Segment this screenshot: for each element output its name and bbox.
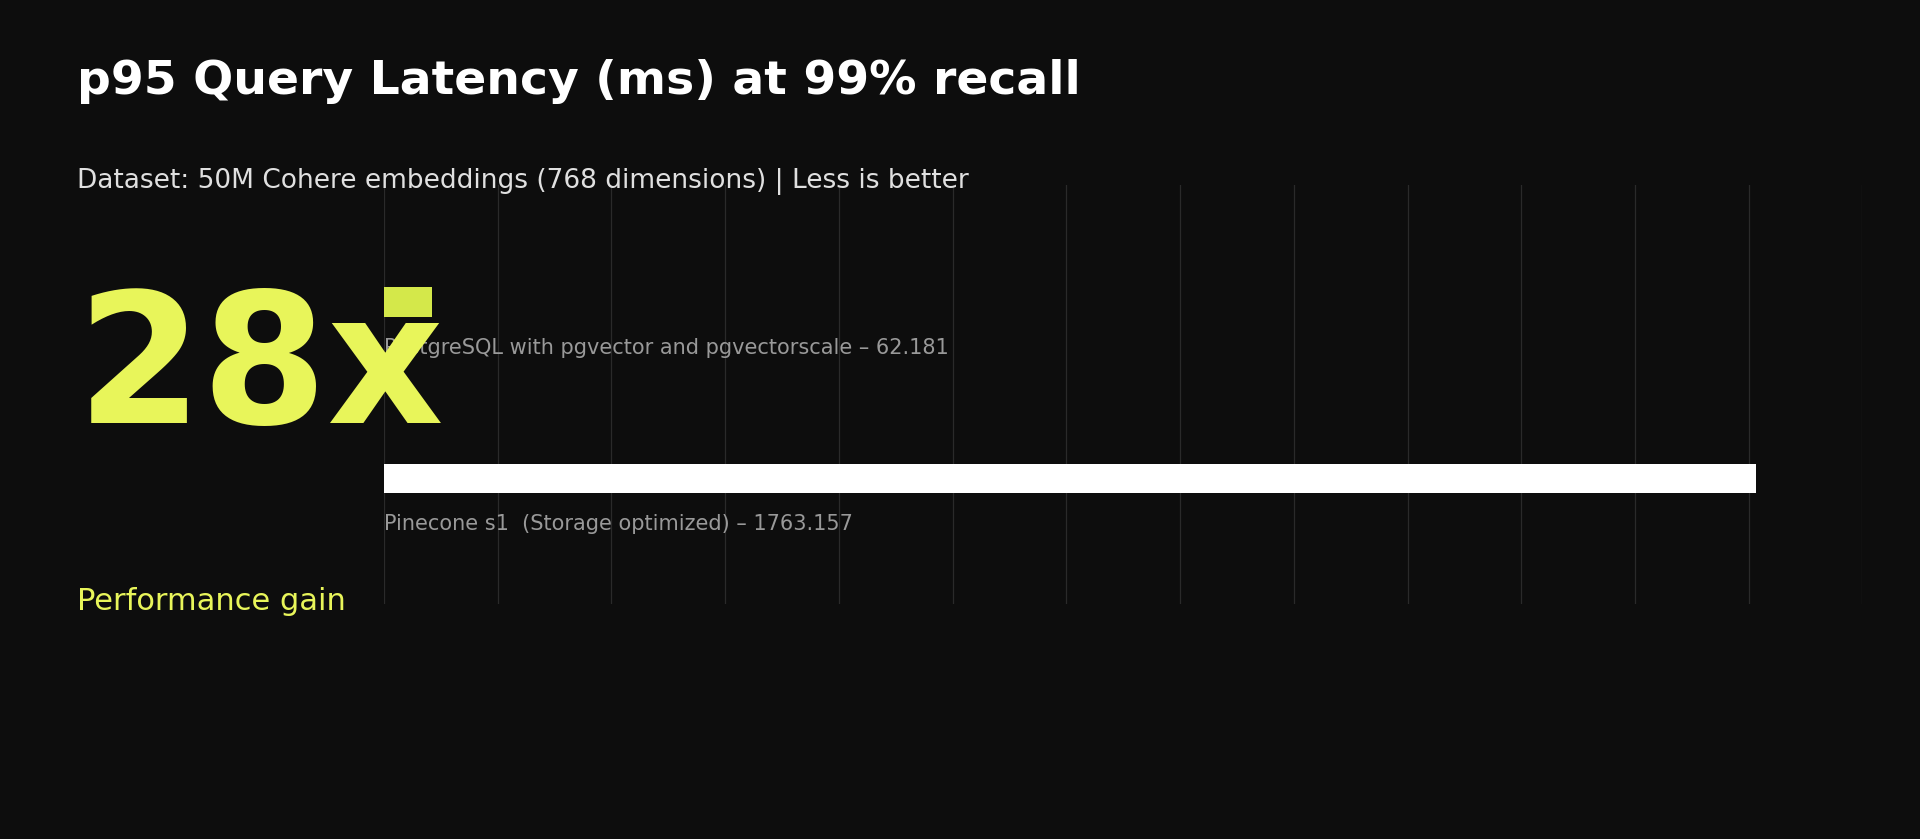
- Text: Pinecone s1  (Storage optimized) – 1763.157: Pinecone s1 (Storage optimized) – 1763.1…: [384, 513, 852, 534]
- Text: 28x: 28x: [77, 285, 444, 461]
- Text: PostgreSQL with pgvector and pgvectorscale – 62.181: PostgreSQL with pgvector and pgvectorsca…: [384, 337, 948, 357]
- Text: Dataset: 50M Cohere embeddings (768 dimensions) | Less is better: Dataset: 50M Cohere embeddings (768 dime…: [77, 168, 968, 195]
- Text: Performance gain: Performance gain: [77, 587, 346, 617]
- Text: p95 Query Latency (ms) at 99% recall: p95 Query Latency (ms) at 99% recall: [77, 59, 1081, 104]
- Bar: [384, 287, 432, 316]
- Bar: [384, 463, 1757, 492]
